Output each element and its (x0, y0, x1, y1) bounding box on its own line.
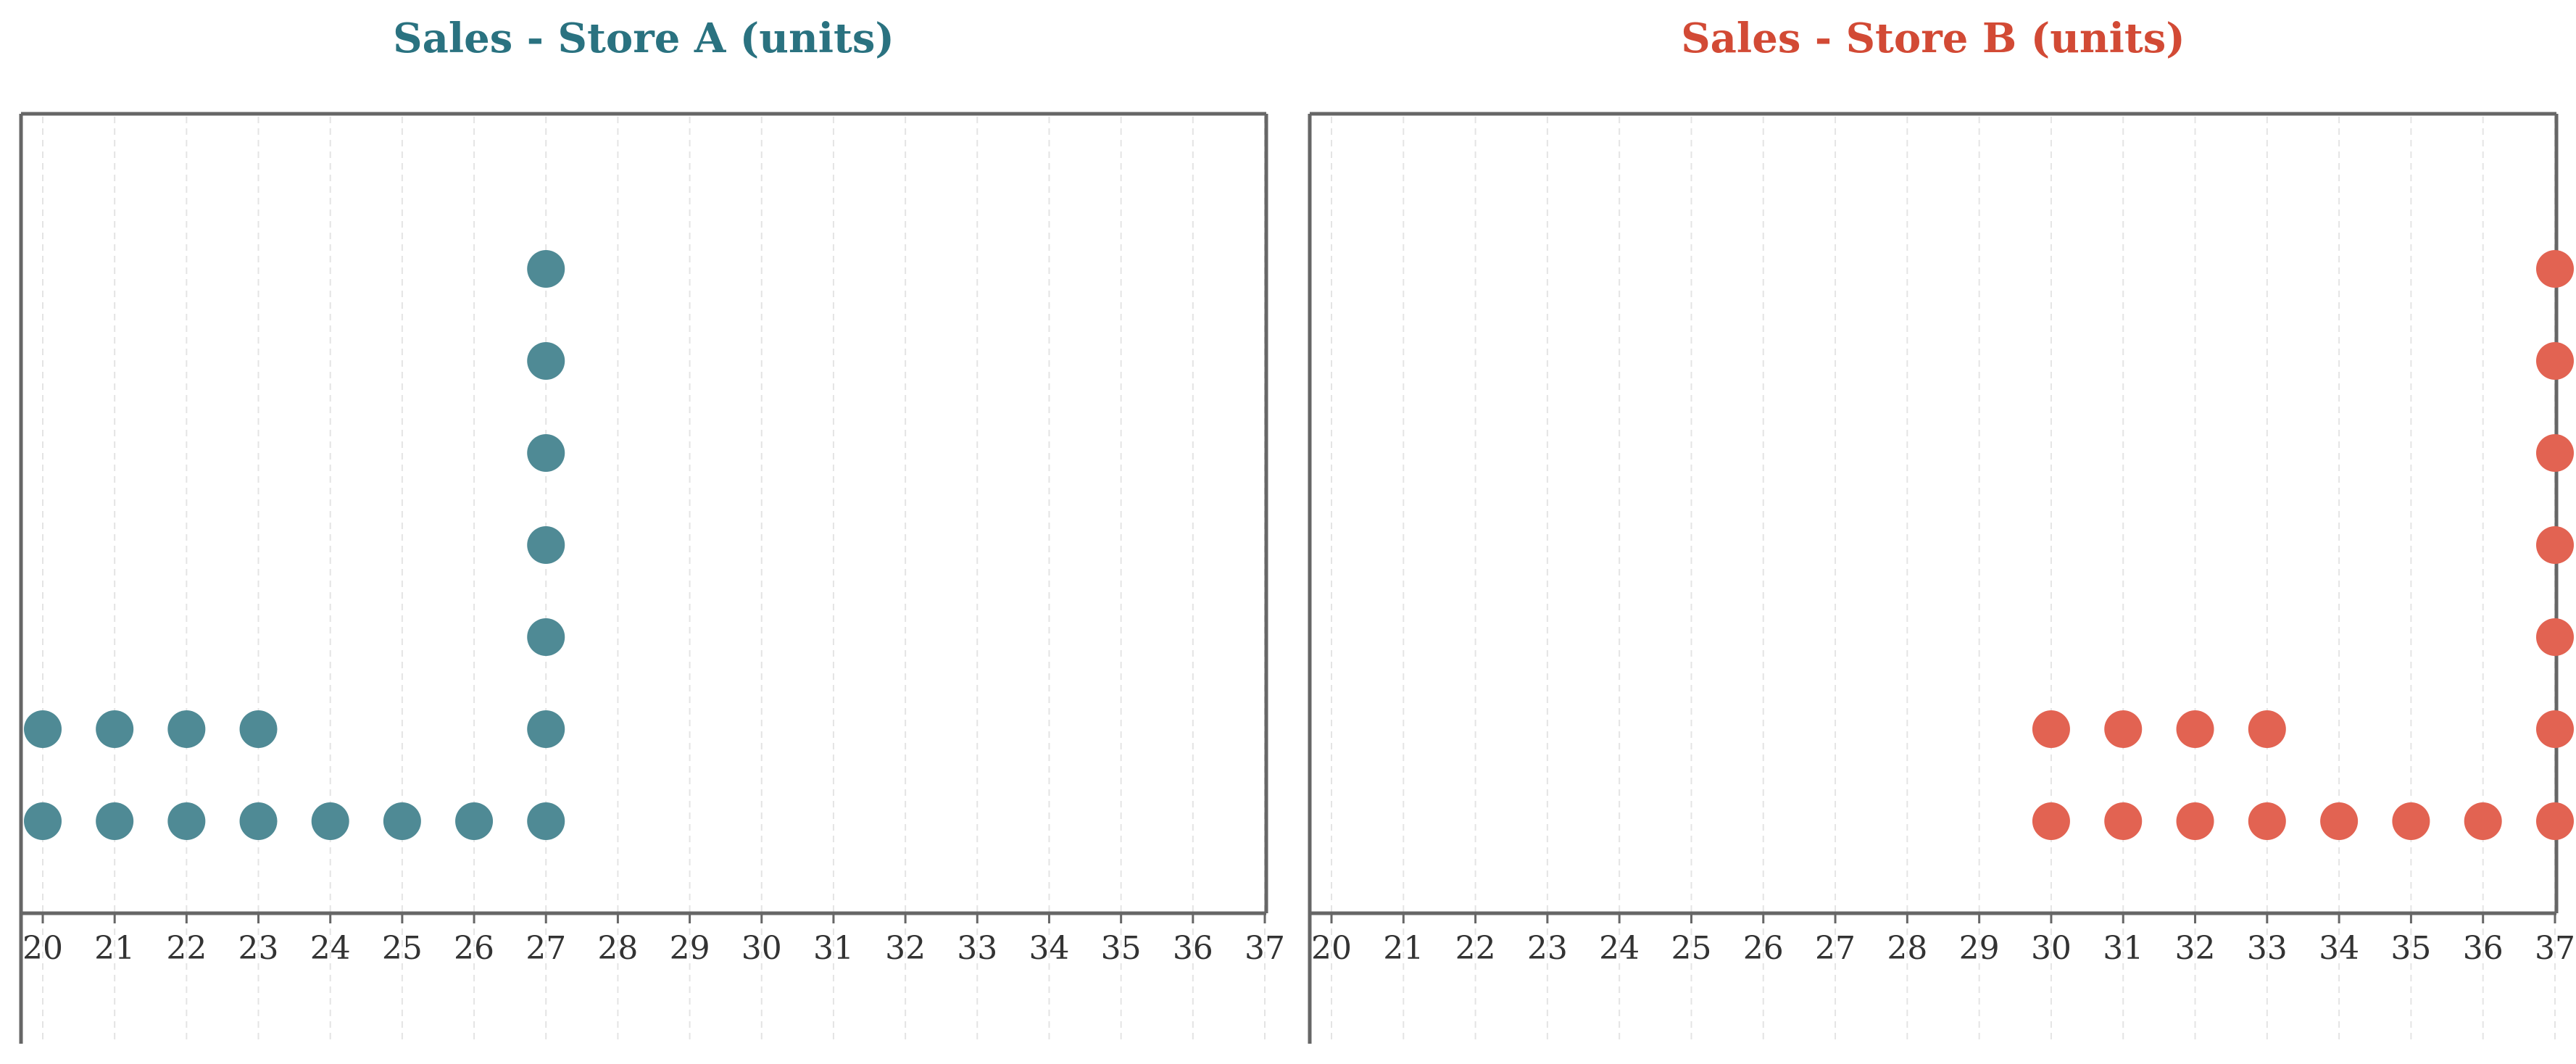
x-tick-label: 20 (22, 930, 63, 967)
x-tick-label: 33 (2247, 930, 2288, 967)
x-tick-label: 28 (1887, 930, 1927, 967)
x-tick-label: 25 (382, 930, 423, 967)
x-tick-label: 35 (2390, 930, 2431, 967)
x-tick-label: 27 (1815, 930, 1856, 967)
data-point (239, 802, 278, 840)
x-tick-label: 29 (1959, 930, 2000, 967)
data-point (2032, 802, 2070, 840)
data-point (2392, 802, 2430, 840)
x-tick-label: 33 (957, 930, 997, 967)
x-tick-label: 37 (2535, 930, 2575, 967)
x-tick-label: 24 (1599, 930, 1640, 967)
data-point (455, 802, 494, 840)
x-tick-label: 24 (310, 930, 351, 967)
data-point (2536, 342, 2574, 380)
x-tick-label: 20 (1311, 930, 1352, 967)
x-tick-label: 32 (885, 930, 926, 967)
data-point (2032, 710, 2070, 748)
x-tick-label: 30 (2031, 930, 2072, 967)
data-point (24, 802, 62, 840)
data-point (527, 434, 565, 472)
chart-title: Sales - Store B (units) (1681, 14, 2185, 62)
x-tick-label: 34 (1029, 930, 1069, 967)
data-point (239, 710, 278, 748)
data-point (2464, 802, 2502, 840)
x-tick-label: 26 (1743, 930, 1784, 967)
data-point (2536, 710, 2574, 748)
chart-title: Sales - Store A (units) (393, 14, 894, 62)
data-point (2248, 802, 2286, 840)
x-tick-label: 22 (1455, 930, 1496, 967)
data-point (383, 802, 421, 840)
data-point (24, 710, 62, 748)
data-point (2536, 434, 2574, 472)
data-point (2536, 250, 2574, 288)
x-tick-label: 36 (2463, 930, 2504, 967)
x-tick-label: 30 (741, 930, 782, 967)
x-tick-label: 37 (1245, 930, 1285, 967)
data-point (527, 710, 565, 748)
x-tick-label: 21 (94, 930, 135, 967)
x-tick-label: 21 (1383, 930, 1424, 967)
x-tick-label: 34 (2319, 930, 2359, 967)
x-tick-label: 31 (2103, 930, 2143, 967)
x-tick-label: 25 (1671, 930, 1711, 967)
data-point (167, 710, 206, 748)
data-point (167, 802, 206, 840)
x-tick-label: 32 (2175, 930, 2216, 967)
data-point (311, 802, 349, 840)
x-tick-label: 31 (813, 930, 854, 967)
data-point (527, 526, 565, 564)
x-tick-label: 23 (238, 930, 279, 967)
x-tick-label: 27 (525, 930, 566, 967)
data-point (2248, 710, 2286, 748)
data-point (527, 342, 565, 380)
data-point (2320, 802, 2359, 840)
data-point (527, 802, 565, 840)
data-point (2176, 710, 2214, 748)
x-tick-label: 29 (670, 930, 710, 967)
x-tick-label: 22 (166, 930, 207, 967)
data-point (2104, 802, 2143, 840)
x-tick-label: 26 (454, 930, 494, 967)
panel-store-a: Sales - Store A (units) 20 21 22 23 24 25 26 27 2… (19, 14, 1285, 1044)
data-point (2176, 802, 2214, 840)
x-tick-label: 23 (1527, 930, 1568, 967)
data-point (2536, 526, 2574, 564)
x-tick-label: 28 (597, 930, 638, 967)
data-point (2536, 802, 2574, 840)
data-point (96, 710, 134, 748)
data-point (2104, 710, 2143, 748)
data-point (96, 802, 134, 840)
data-point (527, 618, 565, 656)
data-point (527, 250, 565, 288)
x-tick-label: 35 (1101, 930, 1142, 967)
panel-store-b: Sales - Store B (units) 20 21 22 23 24 25 26 27 2… (1308, 14, 2575, 1044)
data-point (2536, 618, 2574, 656)
x-tick-label: 36 (1173, 930, 1213, 967)
